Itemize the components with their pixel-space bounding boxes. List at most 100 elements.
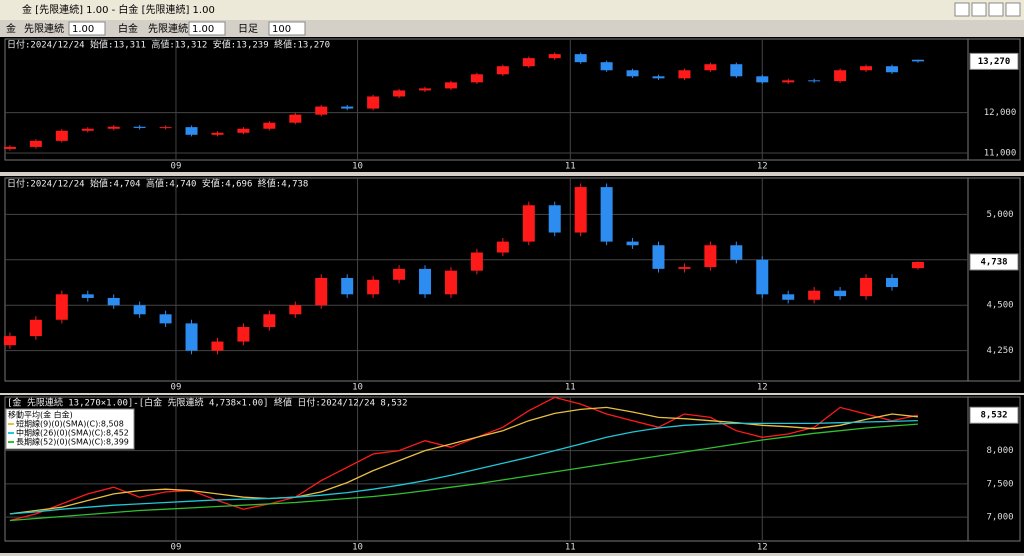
y-tick-label: 7,500 bbox=[986, 479, 1013, 489]
candle-body bbox=[367, 96, 380, 109]
candle-body bbox=[315, 106, 328, 115]
candle-body bbox=[107, 126, 120, 129]
y-tick-label: 5,000 bbox=[986, 210, 1013, 220]
toolbar-label[interactable]: 1.00 bbox=[192, 24, 214, 35]
candle-body bbox=[652, 76, 665, 79]
y-tick-label: 12,000 bbox=[984, 108, 1017, 118]
candle-body bbox=[885, 66, 898, 73]
candle-body bbox=[367, 279, 380, 295]
window-title: 金 [先限連続] 1.00 - 白金 [先限連続] 1.00 bbox=[22, 3, 215, 16]
minimize-button[interactable] bbox=[971, 2, 987, 17]
maximize-button[interactable] bbox=[988, 2, 1004, 17]
toolbar-field[interactable] bbox=[268, 21, 306, 36]
x-tick-label: 11 bbox=[565, 543, 576, 553]
candle-body bbox=[289, 114, 302, 123]
y-tick-label: 7,000 bbox=[986, 513, 1013, 523]
candle-body bbox=[756, 76, 769, 83]
candle-body bbox=[730, 245, 743, 260]
candle-body bbox=[808, 80, 821, 82]
x-tick-label: 10 bbox=[352, 162, 363, 172]
price-marker bbox=[969, 253, 1019, 271]
candle-body bbox=[782, 294, 795, 300]
candle-body bbox=[626, 70, 639, 77]
price-marker bbox=[969, 406, 1019, 424]
x-tick-label: 11 bbox=[565, 162, 576, 172]
candle-body bbox=[263, 314, 276, 328]
x-tick-label: 11 bbox=[565, 383, 576, 393]
candle-body bbox=[55, 294, 68, 320]
legend-label: 中期線(26)(0)(SMA)(C):8,452 bbox=[16, 428, 129, 438]
y-tick-label: 11,000 bbox=[984, 148, 1017, 158]
y-tick-label: 4,500 bbox=[986, 301, 1013, 311]
candle-body bbox=[29, 140, 42, 147]
panel: 11,000 12,000 09 10 11 12 日付:2024/12/24 始値:13,… bbox=[0, 37, 1024, 172]
close-button[interactable] bbox=[1005, 2, 1021, 17]
candle-body bbox=[237, 327, 250, 342]
candle-body bbox=[652, 245, 665, 269]
candle-body bbox=[341, 277, 354, 295]
legend: 移動平均(金 白金)短期線(9)(0)(SMA)(C):8,508中期線(26)… bbox=[5, 408, 135, 450]
axis-frame bbox=[967, 396, 1021, 542]
toolbar-label[interactable]: 1.00 bbox=[72, 24, 94, 35]
title-bar bbox=[0, 0, 1024, 20]
candle-body bbox=[341, 106, 354, 109]
y-tick-label: 4,250 bbox=[986, 346, 1013, 356]
toolbar-label: 金 bbox=[6, 22, 16, 35]
panel-header: 日付:2024/12/24 始値:4,704 高値:4,740 安値:4,696… bbox=[7, 178, 308, 190]
candle-body bbox=[911, 59, 924, 62]
candle-body bbox=[860, 277, 873, 297]
panel-header: 日付:2024/12/24 始値:13,311 高値:13,312 安値:13,… bbox=[7, 39, 330, 51]
toolbar-field[interactable] bbox=[68, 21, 106, 36]
candle-body bbox=[393, 90, 406, 97]
candle-body bbox=[730, 64, 743, 77]
candle-body bbox=[522, 205, 535, 242]
toolbar-label: 白金 bbox=[118, 22, 138, 35]
candle-body bbox=[133, 305, 146, 315]
price-marker-label: 13,270 bbox=[978, 57, 1011, 67]
x-tick-label: 09 bbox=[171, 383, 182, 393]
candle-body bbox=[496, 66, 509, 75]
candle-body bbox=[211, 132, 224, 135]
candle-body bbox=[3, 336, 16, 346]
x-tick-label: 09 bbox=[171, 162, 182, 172]
restore-button[interactable] bbox=[954, 2, 970, 17]
legend-title: 移動平均(金 白金) bbox=[8, 410, 73, 420]
candle-body bbox=[419, 88, 432, 91]
candle-body bbox=[470, 252, 483, 271]
candle-body bbox=[444, 82, 457, 89]
ma-line bbox=[9, 423, 918, 522]
candle-body bbox=[911, 261, 924, 269]
candle-body bbox=[289, 305, 302, 315]
toolbar-field[interactable] bbox=[188, 21, 226, 36]
toolbar bbox=[0, 20, 1024, 37]
toolbar-label[interactable]: 100 bbox=[272, 24, 291, 35]
ma-line bbox=[9, 419, 918, 515]
x-tick-label: 10 bbox=[352, 543, 363, 553]
legend-label: 短期線(9)(0)(SMA)(C):8,508 bbox=[16, 419, 124, 429]
candle-body bbox=[548, 205, 561, 233]
candle-body bbox=[885, 277, 898, 288]
candle-body bbox=[574, 187, 587, 233]
candle-body bbox=[834, 290, 847, 297]
ma-line bbox=[9, 406, 918, 515]
candle-body bbox=[782, 80, 795, 83]
x-tick-label: 10 bbox=[352, 383, 363, 393]
candle-body bbox=[393, 268, 406, 280]
candle-body bbox=[55, 130, 68, 141]
candle-body bbox=[159, 127, 172, 129]
candle-body bbox=[185, 323, 198, 351]
toolbar-label: 日足 bbox=[238, 23, 258, 35]
candle-body bbox=[678, 267, 691, 269]
x-tick-label: 12 bbox=[757, 543, 768, 553]
candle-body bbox=[600, 187, 613, 242]
candle-body bbox=[834, 70, 847, 82]
candle-body bbox=[470, 74, 483, 83]
toolbar-label: 先限連続 bbox=[24, 22, 64, 35]
candle-body bbox=[600, 62, 613, 71]
x-tick-label: 12 bbox=[757, 383, 768, 393]
candle-body bbox=[133, 126, 146, 128]
y-tick-label: 8,000 bbox=[986, 446, 1013, 456]
candle-body bbox=[756, 259, 769, 295]
candle-body bbox=[81, 128, 94, 131]
